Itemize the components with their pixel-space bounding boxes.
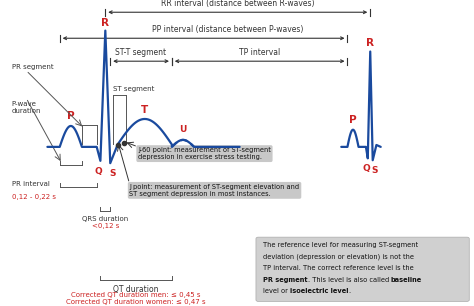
Text: .: .: [348, 288, 351, 294]
Text: Q: Q: [362, 164, 370, 173]
Text: The reference level for measuring ST-segment: The reference level for measuring ST-seg…: [263, 242, 418, 248]
Text: J-60 point: measurement of ST-segment
depression in exercise stress testing.: J-60 point: measurement of ST-segment de…: [138, 147, 271, 160]
Text: Q: Q: [94, 167, 102, 176]
Text: S: S: [109, 169, 116, 178]
Text: T: T: [141, 105, 148, 115]
Text: isoelectric level: isoelectric level: [290, 288, 348, 294]
Text: 0,12 - 0,22 s: 0,12 - 0,22 s: [12, 194, 56, 200]
Text: PR segment: PR segment: [263, 277, 308, 283]
Text: R: R: [101, 17, 109, 28]
Text: ST segment: ST segment: [113, 86, 154, 92]
Text: <0,12 s: <0,12 s: [91, 223, 119, 229]
Text: U: U: [179, 125, 187, 134]
Text: P: P: [349, 115, 357, 125]
Text: deviation (depression or elevation) is not the: deviation (depression or elevation) is n…: [263, 253, 414, 260]
Text: RR interval (distance between R-waves): RR interval (distance between R-waves): [161, 0, 315, 8]
Text: R: R: [366, 39, 374, 48]
Text: Corrected QT duration women: ≤ 0,47 s: Corrected QT duration women: ≤ 0,47 s: [66, 299, 206, 305]
Text: P: P: [67, 111, 74, 121]
Text: QT duration: QT duration: [113, 285, 159, 293]
FancyBboxPatch shape: [256, 237, 469, 301]
Text: QRS duration: QRS duration: [82, 216, 128, 222]
Text: baseline: baseline: [391, 277, 422, 283]
Text: PR interval: PR interval: [12, 181, 50, 187]
Text: TP interval: TP interval: [239, 48, 280, 57]
Text: J point: measurement of ST-segment elevation and
ST segment depression in most i: J point: measurement of ST-segment eleva…: [129, 184, 300, 197]
Text: level or: level or: [263, 288, 290, 294]
Text: ST-T segment: ST-T segment: [116, 48, 167, 57]
Text: PP interval (distance between P-waves): PP interval (distance between P-waves): [152, 25, 303, 34]
Text: Corrected QT duration men: ≤ 0,45 s: Corrected QT duration men: ≤ 0,45 s: [72, 292, 201, 298]
Text: P-wave
duration: P-wave duration: [12, 101, 41, 114]
Text: S: S: [371, 166, 378, 175]
Text: . This level is also called: . This level is also called: [308, 277, 391, 283]
Text: TP interval. The correct reference level is the: TP interval. The correct reference level…: [263, 265, 414, 271]
Text: PR segment: PR segment: [12, 64, 54, 70]
